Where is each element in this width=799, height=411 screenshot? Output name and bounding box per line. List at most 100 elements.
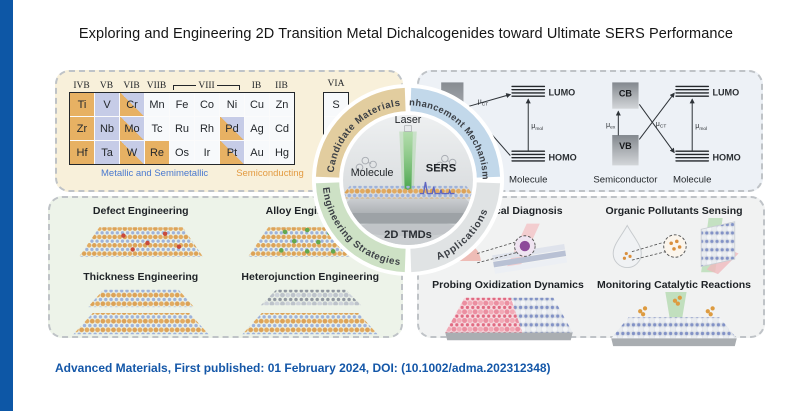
cb-label: CB xyxy=(619,89,633,99)
enhancement-mechanisms-panel: EF LUMO HOMO μCT μmol Metal Molecule xyxy=(417,70,763,192)
element-cell: Re xyxy=(145,141,169,164)
organic-pollutants-icon xyxy=(612,218,739,275)
mu-mol-label: μmol xyxy=(531,122,543,132)
engineering-strategies-arc xyxy=(315,182,406,273)
candidate-materials-arc xyxy=(315,87,406,178)
application-title: Monitoring Catalytic Reactions xyxy=(596,279,752,291)
homo-label: HOMO xyxy=(712,152,740,162)
element-cell: Zn xyxy=(270,93,294,116)
mu-ct-label: μCT xyxy=(656,120,667,130)
group-header-viii: VIII xyxy=(169,81,244,91)
application-item: Monitoring Catalytic Reactions xyxy=(591,276,757,348)
valence-band-box xyxy=(612,135,639,166)
strategy-item: Heterojunction Engineering xyxy=(226,268,396,340)
application-title: Organic Pollutants Sensing xyxy=(605,205,743,217)
heterojunction-lattice-icon xyxy=(242,289,378,335)
vb-label: VB xyxy=(619,141,632,151)
strategy-title: Heterojunction Engineering xyxy=(241,271,380,283)
element-cell: Cu xyxy=(245,93,269,116)
lumo-levels xyxy=(675,85,710,97)
strategy-item: Defect Engineering xyxy=(56,202,226,268)
lumo-label: LUMO xyxy=(548,88,575,98)
group-header: VB xyxy=(99,80,114,91)
element-cell: Au xyxy=(245,141,269,164)
legend-metallic: Metallic and Semimetallic xyxy=(101,168,209,179)
tmd-lattice xyxy=(343,185,473,199)
strategy-title: Thickness Engineering xyxy=(83,271,199,283)
lumo-levels xyxy=(511,85,546,97)
element-cell: Mo xyxy=(120,117,144,140)
citation-doi-link[interactable]: Advanced Materials, First published: 01 … xyxy=(55,361,551,375)
sers-spectrum xyxy=(419,181,455,195)
element-cell: Ir xyxy=(195,141,219,164)
element-cell: Fe xyxy=(170,93,194,116)
reflection xyxy=(357,220,459,237)
lumo-label: LUMO xyxy=(712,88,739,98)
element-cell: Ta xyxy=(95,141,119,164)
substrate-slab-front xyxy=(343,212,473,224)
element-cell: Nb xyxy=(95,117,119,140)
element-cell: Ni xyxy=(220,93,244,116)
element-cell: Hf xyxy=(70,141,94,164)
enhancement-mechanisms-arc xyxy=(410,87,501,178)
homo-label: HOMO xyxy=(548,152,576,162)
tmds-label: 2D TMDs xyxy=(384,229,432,241)
charge-transfer-arrow xyxy=(467,93,512,108)
laser-source xyxy=(404,125,412,132)
element-cell: Ag xyxy=(245,117,269,140)
homo-levels xyxy=(675,150,710,162)
molecule-label: Molecule xyxy=(351,167,394,179)
group-header: VIII xyxy=(198,80,215,91)
thickness-lattice-icon xyxy=(73,289,209,335)
cb-to-homo-arrow xyxy=(639,104,675,154)
element-cell: Cr xyxy=(120,93,144,116)
periodic-legend: Metallic and Semimetallic Semiconducting xyxy=(69,168,349,179)
group-header: IVB xyxy=(73,80,90,91)
element-cell: Pt xyxy=(220,141,244,164)
element-cell: Tc xyxy=(145,117,169,140)
element-cell: Zr xyxy=(70,117,94,140)
vb-to-lumo-arrow xyxy=(639,92,675,140)
mu-ex-label: μex xyxy=(606,121,616,131)
mu-mol-label: μmol xyxy=(695,122,707,132)
application-item: Organic Pollutants Sensing xyxy=(591,202,757,276)
candidate-materials-panel: IVB VB VIB VIIB VIII IB IIB Ti V Cr Mn F… xyxy=(55,70,403,192)
group-header: VIB xyxy=(123,80,140,91)
application-item: Probing Oxidization Dynamics xyxy=(425,276,591,348)
group-header: IB xyxy=(251,80,262,91)
bracket-right xyxy=(216,85,241,90)
molecule-sketches xyxy=(355,154,457,172)
oxidization-dynamics-icon xyxy=(445,297,573,341)
group-header: IIB xyxy=(275,80,288,91)
semiconductor-label: Semiconductor xyxy=(593,175,658,186)
periodic-table: IVB VB VIB VIIB VIII IB IIB Ti V Cr Mn F… xyxy=(69,79,349,179)
applications-arc xyxy=(410,182,501,273)
element-cell: Ti xyxy=(70,93,94,116)
element-cell: Pd xyxy=(220,117,244,140)
element-cell: Cd xyxy=(270,117,294,140)
paper-title: Exploring and Engineering 2D Transition … xyxy=(78,26,734,42)
substrate-slab-top xyxy=(343,197,473,213)
sers-scene: Laser Molecule SERS 2D TMDs xyxy=(343,114,473,245)
mu-ct-label: μCT xyxy=(478,98,489,108)
defect-lattice-icon xyxy=(78,227,203,257)
group-headers: IVB VB VIB VIIB VIII IB IIB xyxy=(69,79,294,92)
element-cell: Ru xyxy=(170,117,194,140)
homo-levels xyxy=(511,150,546,162)
transition-metal-grid: Ti V Cr Mn Fe Co Ni Cu Zn Zr Nb Mo Tc Ru… xyxy=(69,92,295,165)
energy-level-diagram: EF LUMO HOMO μCT μmol Metal Molecule xyxy=(437,82,741,186)
laser-beam xyxy=(403,131,413,190)
element-cell: Hg xyxy=(270,141,294,164)
element-cell: Mn xyxy=(145,93,169,116)
central-ring-diagram: Candidate Materials Enhancement Mechanis… xyxy=(311,83,505,277)
legend-semiconducting: Semiconducting xyxy=(236,168,304,179)
group-header-via: VIA xyxy=(327,79,345,89)
bracket-left xyxy=(173,85,197,90)
semiconductor-molecule-diagram: CB VB μex LUMO HOMO μCT μmo xyxy=(593,82,741,186)
laser-label: Laser xyxy=(395,114,422,126)
element-cell: W xyxy=(120,141,144,164)
sers-label: SERS xyxy=(426,162,456,174)
group-header: VIIB xyxy=(146,80,167,91)
molecule-label: Molecule xyxy=(673,175,711,186)
